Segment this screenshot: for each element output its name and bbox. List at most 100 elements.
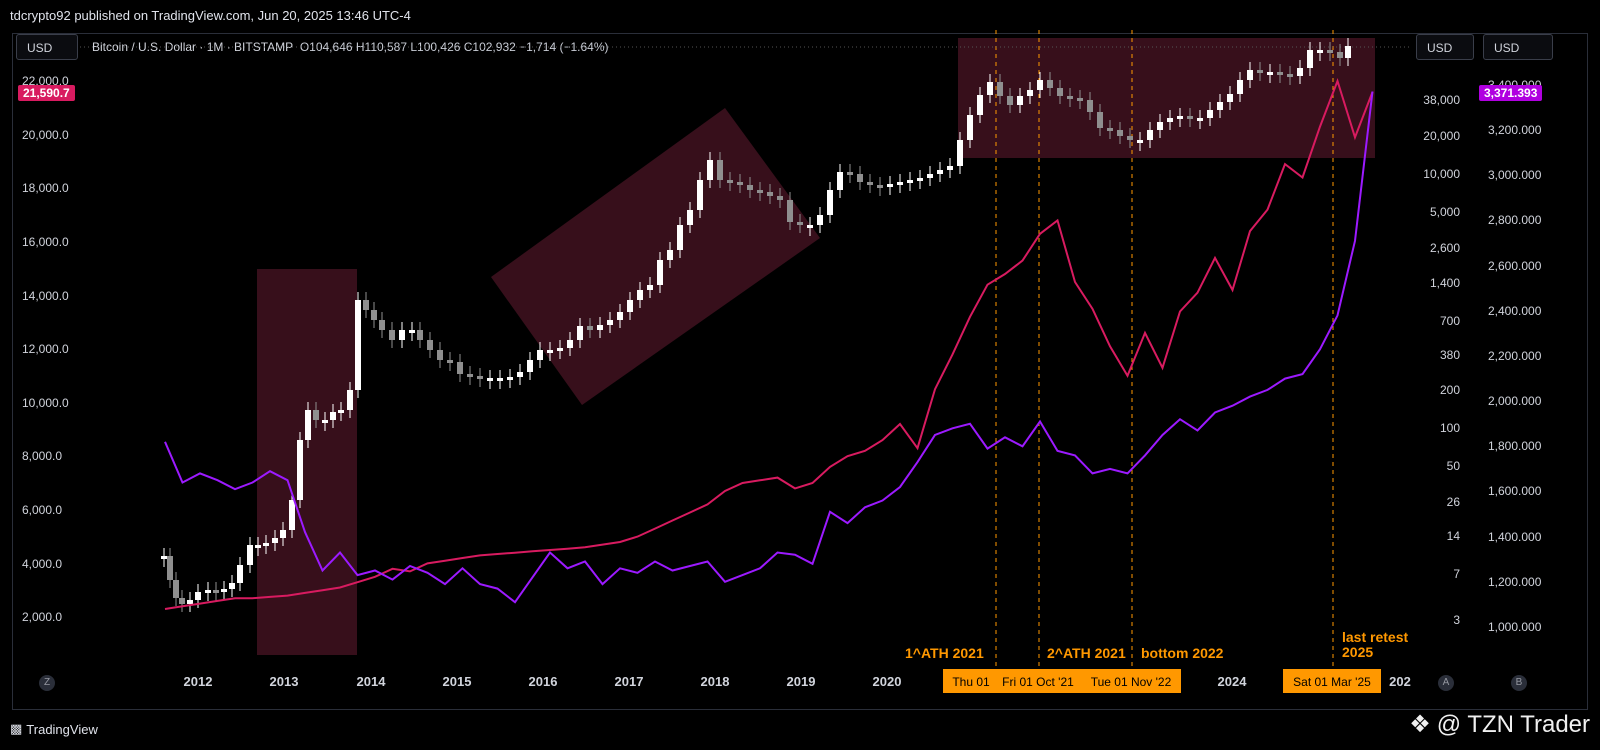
left-axis-tick: 10,000.0 [22, 396, 69, 410]
diamond-icon: ❖ [1409, 711, 1431, 738]
candle-body [347, 390, 353, 410]
mid-axis-tick: 100 [1440, 421, 1460, 435]
candle-body [187, 600, 193, 604]
candle-body [161, 556, 167, 559]
left-currency-button[interactable]: USD [16, 34, 78, 60]
candle-body [1345, 46, 1351, 58]
candle-body [467, 374, 473, 377]
candle-body [917, 178, 923, 181]
candle-body [1207, 110, 1213, 118]
candle-body [887, 184, 893, 187]
mid-axis-tick: 38,000 [1423, 93, 1460, 107]
candle-body [747, 185, 753, 190]
right-price-tag: 3,371.393 [1479, 85, 1543, 101]
zoom-z-button[interactable]: Z [39, 675, 55, 691]
tradingview-logo[interactable]: ▩ TradingView [10, 721, 98, 737]
date-label: Thu 01 [952, 675, 990, 689]
right-axis-tick: 2,400.000 [1488, 304, 1542, 318]
candle-body [627, 300, 633, 312]
candle-body [507, 377, 513, 380]
axes-labels: 22,000.0 20,000.0 18,000.0 16,000.0 14,000.0… [22, 74, 1542, 693]
candle-body [363, 300, 369, 310]
price-candles [161, 38, 1351, 612]
candle-body [1127, 136, 1133, 140]
candle-body [167, 556, 173, 580]
right-axis-tick: 1,600.000 [1488, 484, 1542, 498]
candle-body [1307, 50, 1313, 68]
left-axis-tick: 4,000.0 [22, 557, 62, 571]
candle-body [587, 326, 593, 330]
candle-body [272, 538, 278, 543]
candle-body [427, 340, 433, 350]
right-axis-tick: 3,200.000 [1488, 123, 1542, 137]
mid-axis-tick: 7 [1453, 567, 1460, 581]
scale-b-button[interactable]: B [1511, 675, 1527, 691]
candle-body [1187, 116, 1193, 119]
candle-body [907, 180, 913, 183]
candle-body [417, 330, 423, 340]
candle-body [827, 190, 833, 215]
candle-body [817, 215, 823, 225]
candle-body [297, 440, 303, 500]
right-axis-tick: 1,000.000 [1488, 620, 1542, 634]
candle-body [1107, 128, 1113, 131]
mid-axis-tick: 700 [1440, 314, 1460, 328]
candle-body [1147, 130, 1153, 140]
candle-body [787, 200, 793, 222]
candle-body [597, 325, 603, 330]
x-axis-tick: 2013 [270, 674, 299, 689]
date-label: Sat 01 Mar '25 [1293, 675, 1371, 689]
right-currency-button-2[interactable]: USD [1483, 34, 1553, 60]
candle-body [1087, 100, 1093, 112]
candle-body [1167, 118, 1173, 122]
mid-axis-tick: 3 [1453, 613, 1460, 627]
candle-body [1057, 88, 1063, 96]
indicator-lines [164, 77, 1374, 610]
candle-body [727, 180, 733, 183]
candle-body [255, 545, 261, 548]
ohlc-values: O104,646 H110,587 L100,426 C102,932 −1,7… [299, 40, 609, 54]
tv-logo-icon: ▩ [10, 721, 23, 736]
left-axis-tick: 22,000.0 [22, 74, 69, 88]
candle-body [927, 174, 933, 178]
candle-body [707, 160, 713, 180]
candle-body [313, 410, 319, 420]
candle-body [617, 312, 623, 320]
date-label-box-2 [1283, 669, 1381, 693]
candle-body [1137, 140, 1143, 143]
candle-body [305, 410, 311, 440]
auto-scale-a-button[interactable]: A [1438, 675, 1454, 691]
candle-body [567, 340, 573, 348]
candle-body [537, 350, 543, 360]
left-axis-tick: 12,000.0 [22, 342, 69, 356]
candle-body [547, 350, 553, 353]
candle-body [797, 222, 803, 225]
candle-body [837, 172, 843, 190]
x-axis-tick: 2017 [615, 674, 644, 689]
candle-body [937, 170, 943, 174]
candle-body [947, 166, 953, 170]
pink-indicator-line [164, 77, 1374, 610]
candle-body [322, 420, 328, 423]
candle-body [497, 378, 503, 381]
candle-body [877, 185, 883, 188]
candle-body [1247, 70, 1253, 80]
candle-body [977, 95, 983, 115]
mid-axis-tick: 200 [1440, 383, 1460, 397]
candle-body [247, 545, 253, 565]
candle-body [1037, 80, 1043, 90]
annotation-label: bottom 2022 [1141, 645, 1224, 661]
left-axis-tick: 20,000.0 [22, 128, 69, 142]
right-currency-button-1[interactable]: USD [1416, 34, 1474, 60]
candle-body [1277, 72, 1283, 75]
mid-axis-tick: 26 [1447, 495, 1461, 509]
candle-body [205, 590, 211, 593]
right-axis-tick: 2,600.000 [1488, 259, 1542, 273]
annotations: 1^ATH 2021 2^ATH 2021 bottom 2022 last rete… [905, 629, 1408, 661]
right-axis-tick: 3,000.000 [1488, 168, 1542, 182]
candle-body [437, 350, 443, 360]
candle-body [195, 592, 201, 600]
candle-body [1027, 90, 1033, 96]
candle-body [657, 260, 663, 285]
